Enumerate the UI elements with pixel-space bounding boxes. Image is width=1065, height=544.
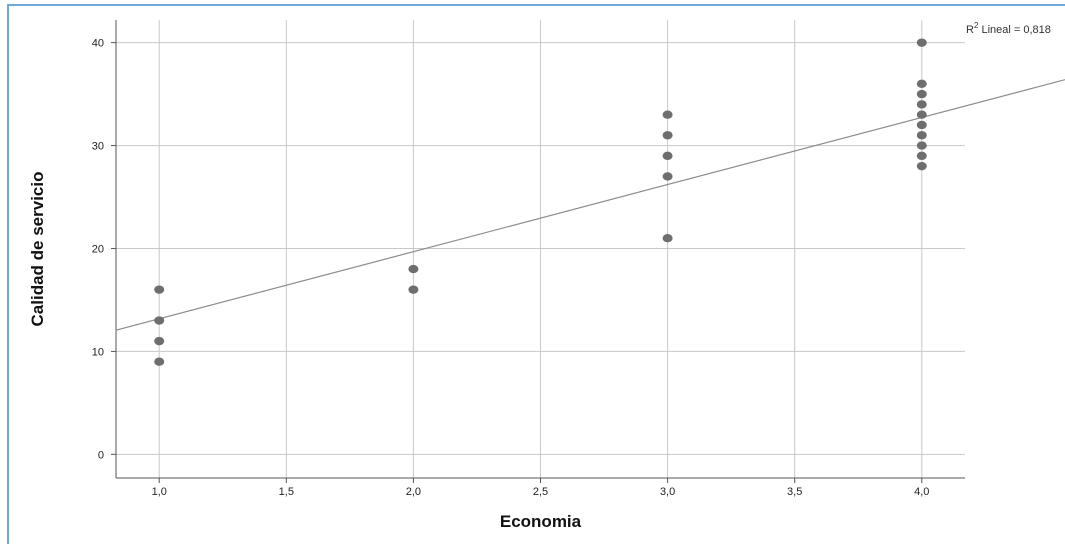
data-point (916, 79, 927, 89)
data-point (154, 285, 165, 294)
x-tick-label: 4,0 (914, 486, 929, 498)
data-point (916, 141, 927, 150)
data-point (662, 233, 673, 243)
fit-line (115, 79, 1065, 331)
y-tick-label: 30 (92, 141, 104, 153)
data-point (916, 151, 927, 161)
y-tick-label: 40 (92, 38, 104, 50)
data-point (916, 161, 927, 171)
data-point (154, 336, 165, 346)
grid (116, 20, 965, 478)
fit-label-text: Lineal = 0,818 (978, 24, 1050, 36)
data-point (662, 110, 673, 119)
data-point (154, 357, 165, 366)
data-point (916, 120, 927, 130)
data-point (662, 151, 673, 161)
data-point (916, 110, 927, 119)
data-point (916, 38, 927, 47)
fit-line-label: R2 Lineal = 0,818 (966, 21, 1051, 36)
data-point (916, 89, 927, 99)
x-tick-label: 2,0 (406, 486, 421, 498)
fit-line-group (115, 79, 1065, 331)
y-tick-label: 0 (98, 449, 104, 461)
data-point (408, 285, 419, 294)
data-point (662, 172, 673, 181)
y-axis-title: Calidad de servicio (28, 172, 47, 327)
data-point (662, 131, 673, 140)
data-point (408, 264, 419, 274)
x-tick-label: 3,0 (660, 486, 675, 498)
x-tick-label: 2,5 (533, 486, 548, 498)
fit-label-prefix: R (966, 24, 974, 36)
data-point (916, 131, 927, 140)
y-tick-label: 20 (92, 243, 104, 255)
chart-frame (7, 4, 1065, 544)
x-tick-label: 3,5 (787, 486, 802, 498)
data-point (916, 100, 927, 109)
data-points (154, 38, 927, 366)
x-axis-ticks: 1,0 1,5 2,0 2,5 3,0 3,5 4,0 (152, 478, 929, 498)
x-tick-label: 1,0 (152, 486, 167, 498)
y-axis-ticks: 0 10 20 30 40 (92, 38, 116, 461)
x-tick-label: 1,5 (279, 486, 294, 498)
data-point (154, 316, 165, 325)
fit-label-superscript: 2 (974, 21, 979, 30)
x-axis-title: Economia (500, 512, 582, 531)
y-tick-label: 10 (92, 346, 104, 358)
